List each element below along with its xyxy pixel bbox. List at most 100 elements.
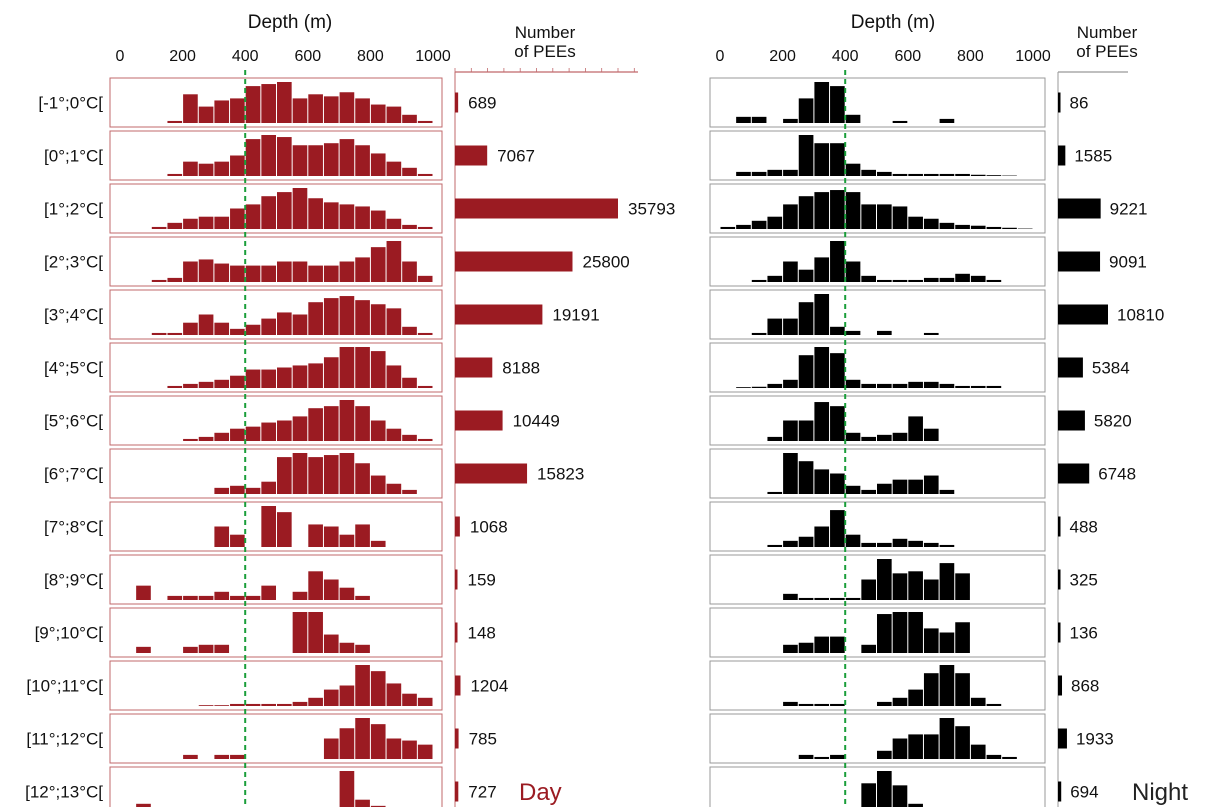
depth-bar xyxy=(167,120,183,123)
depth-bar xyxy=(323,634,339,653)
depth-bar xyxy=(355,98,370,123)
depth-bar xyxy=(923,218,939,229)
depth-bar xyxy=(923,542,939,547)
depth-bar xyxy=(339,347,355,388)
depth-bar xyxy=(323,526,339,547)
count-bar xyxy=(1058,516,1061,537)
histogram-row: 86 xyxy=(709,77,1089,128)
depth-bar xyxy=(798,135,814,176)
depth-bar xyxy=(861,275,876,282)
depth-bar xyxy=(261,422,276,441)
histogram-frame xyxy=(109,342,443,393)
depth-bar xyxy=(245,265,261,282)
depth-bar xyxy=(783,644,798,653)
depth-bar xyxy=(417,438,433,441)
depth-bar xyxy=(355,524,370,547)
depth-bar xyxy=(798,536,814,547)
count-bar xyxy=(1058,569,1061,590)
depth-bar xyxy=(417,385,433,388)
depth-bar xyxy=(292,701,308,706)
depth-bar xyxy=(402,740,417,759)
depth-bar xyxy=(339,685,355,706)
count-label: 325 xyxy=(1070,571,1098,590)
depth-bar xyxy=(370,475,386,494)
depth-bar xyxy=(939,544,955,547)
depth-bar xyxy=(845,485,861,494)
depth-tick-label: 200 xyxy=(169,48,196,65)
count-label: 86 xyxy=(1070,94,1089,113)
depth-bar xyxy=(370,540,386,547)
depth-bar xyxy=(261,585,276,600)
depth-bar xyxy=(323,406,339,441)
depth-bar xyxy=(845,597,861,600)
histogram-frame xyxy=(109,289,443,340)
depth-bar xyxy=(877,750,892,759)
depth-bar xyxy=(355,347,370,388)
histogram-frame xyxy=(709,713,1046,764)
depth-bar xyxy=(783,261,798,282)
count-bar xyxy=(455,304,543,325)
count-label: 7067 xyxy=(497,147,535,166)
depth-bar xyxy=(183,754,198,759)
histogram-row: 1585 xyxy=(709,130,1112,181)
depth-bar xyxy=(908,689,923,706)
histogram-row: 5384 xyxy=(709,342,1130,393)
depth-tick-label: 400 xyxy=(832,48,859,65)
depth-bar xyxy=(986,754,1002,759)
depth-bar xyxy=(277,312,292,335)
depth-bar xyxy=(198,595,214,600)
depth-bar xyxy=(767,275,783,282)
count-bar xyxy=(455,198,618,219)
count-label: 19191 xyxy=(552,306,599,325)
depth-bar xyxy=(277,703,292,706)
depth-bar xyxy=(245,703,261,706)
depth-bar xyxy=(986,703,1002,706)
depth-bar xyxy=(970,744,986,759)
depth-bar xyxy=(751,171,767,176)
depth-bar xyxy=(386,218,402,229)
count-label: 1204 xyxy=(470,677,508,696)
depth-bar xyxy=(830,241,845,282)
row-label: [3°;4°C[ xyxy=(44,306,103,325)
depth-bar xyxy=(955,622,970,653)
count-label: 1585 xyxy=(1074,147,1112,166)
depth-bar xyxy=(923,277,939,282)
depth-bar xyxy=(892,279,908,282)
histogram-frame xyxy=(109,77,443,128)
histogram-row: 8188 xyxy=(109,342,540,393)
histogram-row: 19191 xyxy=(109,289,600,340)
depth-bar xyxy=(798,98,814,123)
depth-bar xyxy=(736,224,751,229)
depth-bar xyxy=(214,100,230,123)
depth-bar xyxy=(167,332,183,335)
depth-bar xyxy=(955,673,970,706)
depth-bar xyxy=(355,665,370,706)
depth-bar xyxy=(751,220,767,229)
depth-bar xyxy=(923,428,939,441)
depth-bar xyxy=(277,137,292,176)
depth-bar xyxy=(230,595,245,600)
histogram-frame xyxy=(709,554,1046,605)
count-bar xyxy=(1058,198,1101,219)
depth-bar xyxy=(417,120,433,123)
depth-bar xyxy=(183,261,198,282)
depth-bar xyxy=(402,326,417,335)
depth-bar xyxy=(214,263,230,282)
depth-bar xyxy=(783,420,798,441)
depth-bar xyxy=(292,314,308,335)
depth-bar xyxy=(402,434,417,441)
depth-bar xyxy=(892,432,908,441)
histogram-row: 5820 xyxy=(709,395,1132,446)
depth-bar xyxy=(955,173,970,176)
depth-bar xyxy=(136,646,151,653)
depth-bar xyxy=(355,595,370,600)
depth-bar xyxy=(183,218,198,229)
histogram-frame xyxy=(709,448,1046,499)
depth-bar xyxy=(323,96,339,123)
count-axis-title: of PEEs xyxy=(1076,42,1137,61)
depth-bar xyxy=(308,612,323,653)
depth-bar xyxy=(402,489,417,494)
histogram-row: 25800 xyxy=(109,236,630,287)
count-label: 488 xyxy=(1070,518,1098,537)
